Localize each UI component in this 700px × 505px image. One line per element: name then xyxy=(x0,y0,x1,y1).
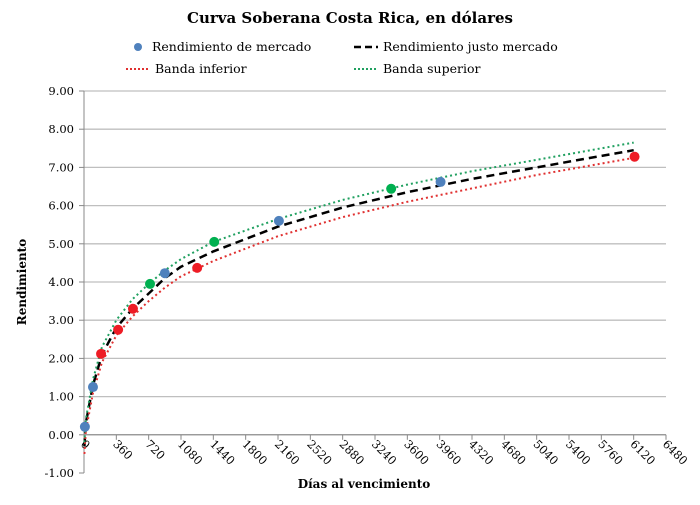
y-axis-ticks: -1.00 0.00 1.00 2.00 3.00 4.00 5.00 6.00 7.00 8.0… xyxy=(45,84,85,480)
data-point xyxy=(79,421,90,432)
x-tick-label: 2160 xyxy=(272,437,303,468)
x-tick-label: 1800 xyxy=(240,437,271,468)
y-tick-label: 6.00 xyxy=(48,199,74,213)
legend-upper-label: Banda superior xyxy=(383,61,480,76)
lower-band-curve xyxy=(83,156,634,454)
data-point xyxy=(87,382,98,393)
data-point xyxy=(192,262,203,273)
x-tick-label: 1080 xyxy=(175,437,206,468)
legend: Rendimiento de mercado Rendimiento justo… xyxy=(126,39,558,76)
points xyxy=(79,151,640,432)
data-point xyxy=(159,268,170,279)
y-axis-label: Rendimiento xyxy=(15,239,29,325)
y-tick-label: 0.00 xyxy=(48,428,74,442)
data-point xyxy=(209,236,220,247)
y-tick-label: 7.00 xyxy=(48,160,74,174)
y-tick-label: 1.00 xyxy=(48,390,74,404)
y-tick-label: 3.00 xyxy=(48,313,74,327)
legend-market-marker xyxy=(134,43,142,51)
y-tick-label: 9.00 xyxy=(48,84,74,98)
y-tick-label: 8.00 xyxy=(48,122,74,136)
x-tick-label: 4680 xyxy=(498,437,529,468)
data-point xyxy=(127,303,138,314)
data-point xyxy=(145,278,156,289)
y-tick-label: 2.00 xyxy=(48,351,74,365)
data-point xyxy=(113,324,124,335)
data-point xyxy=(629,151,640,162)
chart-title: Curva Soberana Costa Rica, en dólares xyxy=(187,9,513,27)
x-axis-label: Días al vencimiento xyxy=(298,477,431,491)
x-tick-label: 5040 xyxy=(531,437,562,468)
fair-yield-curve xyxy=(83,148,634,447)
legend-fair-label: Rendimiento justo mercado xyxy=(383,39,558,54)
curves xyxy=(83,141,634,454)
x-tick-label: 3600 xyxy=(401,437,432,468)
x-tick-label: 6120 xyxy=(628,437,659,468)
data-point xyxy=(273,215,284,226)
x-axis: 0 360 720 1080 1440 1800 2160 2520 2880 3240 3600 3… xyxy=(78,434,691,468)
x-tick-label: 5760 xyxy=(595,437,626,468)
x-tick-label: 3960 xyxy=(434,437,465,468)
gridlines xyxy=(84,90,666,436)
x-tick-label: 6480 xyxy=(660,437,691,468)
legend-lower-label: Banda inferior xyxy=(155,61,247,76)
x-tick-label: 4320 xyxy=(466,437,497,468)
x-tick-label: 3240 xyxy=(369,437,400,468)
data-point xyxy=(96,348,107,359)
upper-band-curve xyxy=(83,141,634,443)
x-tick-label: 5400 xyxy=(563,437,594,468)
data-point xyxy=(435,176,446,187)
x-tick-label: 2520 xyxy=(304,437,335,468)
legend-market-label: Rendimiento de mercado xyxy=(152,39,311,54)
y-tick-label: -1.00 xyxy=(45,466,75,480)
x-tick-label: 2880 xyxy=(337,437,368,468)
x-tick-label: 720 xyxy=(143,437,168,462)
x-tick-label: 1440 xyxy=(207,437,238,468)
data-point xyxy=(386,183,397,194)
x-tick-label: 360 xyxy=(110,437,135,462)
y-tick-label: 4.00 xyxy=(48,275,74,289)
y-tick-label: 5.00 xyxy=(48,237,74,251)
